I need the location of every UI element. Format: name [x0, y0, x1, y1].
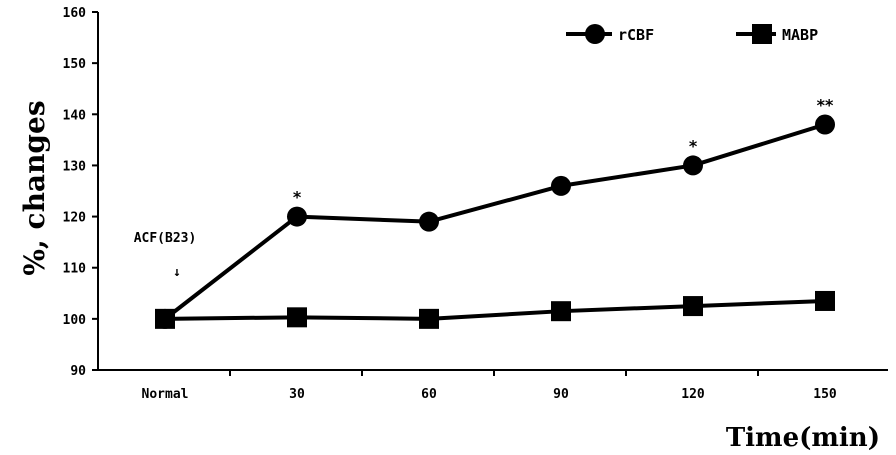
y-tick-label: 100 — [63, 313, 87, 328]
x-tick-label: 120 — [681, 387, 705, 402]
legend-label-rCBF: rCBF — [618, 26, 654, 44]
series-group — [155, 114, 835, 329]
data-point-MABP — [155, 308, 175, 329]
data-point-rCBF — [419, 211, 439, 232]
y-tick-label: 110 — [63, 262, 87, 277]
y-tick-label: 150 — [63, 57, 87, 72]
y-tick-label: 140 — [63, 108, 87, 123]
legend: rCBF MABP — [566, 24, 818, 44]
x-axis-label: Time(min) — [726, 423, 880, 453]
x-tick-label: 150 — [813, 387, 837, 402]
annotation-label: ACF(B23) — [134, 231, 197, 246]
data-point-MABP — [551, 301, 571, 322]
legend-marker-rCBF — [585, 24, 605, 44]
x-tick-label: 90 — [553, 387, 569, 402]
annotation-arrow: ↓ — [173, 265, 181, 280]
series-line-rCBF — [163, 122, 826, 321]
significance-mark: ** — [817, 96, 834, 115]
x-axis-ticks: Normal 30 60 90 120 150 — [142, 370, 837, 402]
y-tick-label: 120 — [63, 211, 87, 226]
legend-label-MABP: MABP — [782, 26, 818, 44]
y-axis-label: %, changes — [18, 100, 51, 275]
x-tick-label: 30 — [289, 387, 305, 402]
x-tick-label: 60 — [421, 387, 437, 402]
y-tick-label: 130 — [63, 159, 87, 174]
series-line-MABP — [164, 298, 826, 321]
x-tick-label: Normal — [142, 387, 189, 402]
data-point-rCBF — [287, 206, 307, 227]
data-point-rCBF — [683, 155, 703, 176]
y-tick-label: 90 — [70, 364, 86, 379]
data-point-MABP — [287, 307, 307, 328]
y-tick-label: 160 — [63, 6, 87, 21]
y-axis-ticks: 90 100 110 120 130 140 150 160 — [63, 6, 98, 379]
significance-mark: * — [293, 188, 302, 207]
annotations: ACF(B23)↓**** — [134, 96, 834, 280]
data-point-MABP — [683, 296, 703, 317]
legend-marker-MABP — [752, 24, 772, 44]
significance-mark: * — [689, 136, 698, 155]
data-point-rCBF — [815, 114, 835, 135]
data-point-MABP — [419, 308, 439, 329]
data-point-rCBF — [551, 175, 571, 196]
data-point-MABP — [815, 290, 835, 311]
